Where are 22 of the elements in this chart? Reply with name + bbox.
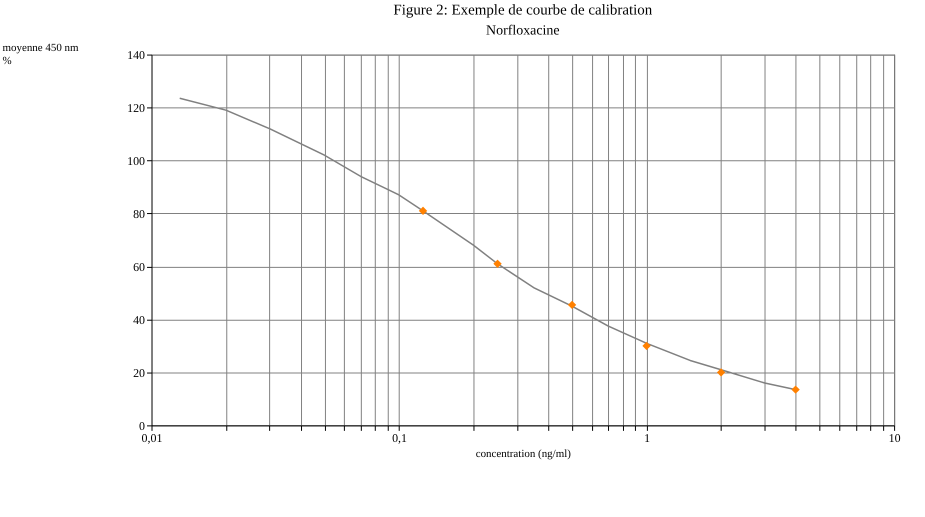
y-tick-label: 60 [133,260,146,274]
y-tick-label: 100 [127,154,146,168]
point [791,385,800,394]
y-axis-title: moyenne 450 nm % [2,42,80,68]
point [418,206,428,216]
x-tick-label: 1 [644,430,650,445]
y-tick-label: 80 [133,206,146,221]
point [493,260,502,268]
y-tick-label: 140 [127,48,146,62]
x-tick-label: 0,1 [392,430,408,445]
x-tick-label: 0,01 [142,430,162,445]
y-tick-label: 120 [127,101,146,116]
caption: Figure 2: Exemple de courbe de calibration [393,2,653,19]
y-tick-label: 40 [133,312,146,327]
point [568,300,576,310]
y-tick-label: 0 [139,418,146,433]
x-tick-label: 10 [888,430,901,445]
point [642,342,651,350]
point [716,368,726,377]
chart-title: Norfloxacine [486,24,560,39]
y-tick-label: 20 [133,366,146,380]
x-axis-title: concentration (ng/ml) [476,448,572,460]
